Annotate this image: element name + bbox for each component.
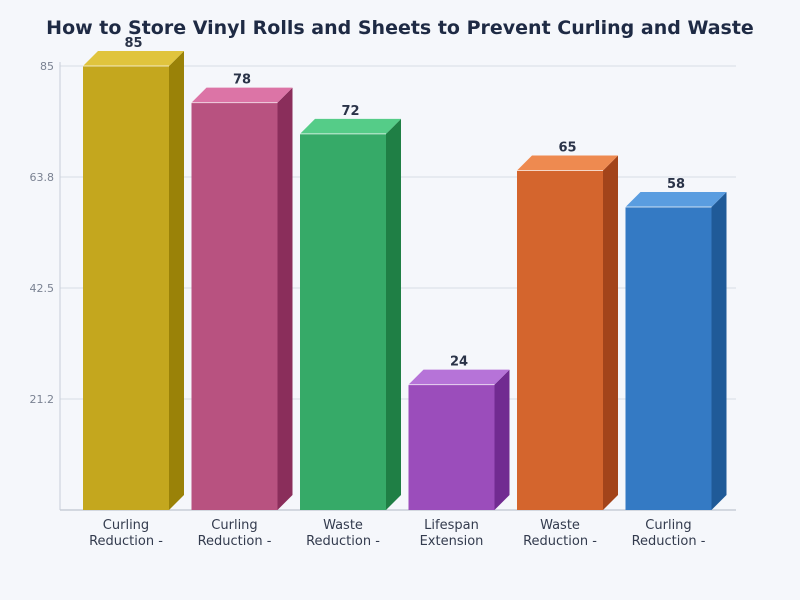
x-tick-label: Curling xyxy=(645,518,691,533)
bar-front xyxy=(408,384,495,510)
bar xyxy=(625,192,727,511)
x-tick-label: Reduction - xyxy=(306,534,380,549)
y-tick-label: 21.2 xyxy=(30,393,55,406)
data-label: 78 xyxy=(233,73,251,88)
x-tick-label: Waste xyxy=(323,518,363,533)
bar-side xyxy=(386,118,401,510)
bar xyxy=(408,369,510,510)
x-tick-label: Reduction - xyxy=(198,534,272,549)
bar-side xyxy=(711,192,727,511)
data-label: 58 xyxy=(667,177,685,192)
bar-front xyxy=(83,66,169,510)
data-label: 65 xyxy=(558,140,576,155)
bar-side xyxy=(603,155,618,510)
x-tick-label: Waste xyxy=(540,518,580,533)
bar-front xyxy=(625,207,712,511)
bar-side xyxy=(494,369,510,510)
bar xyxy=(517,155,618,510)
x-tick-label: Reduction - xyxy=(89,534,163,549)
data-label: 72 xyxy=(341,104,359,119)
bar xyxy=(83,51,184,510)
chart-title: How to Store Vinyl Rolls and Sheets to P… xyxy=(46,17,754,39)
bar-top xyxy=(625,192,727,208)
data-label: 24 xyxy=(450,355,468,370)
y-tick-label: 42.5 xyxy=(30,282,55,295)
x-tick-label: Curling xyxy=(103,518,149,533)
x-tick-label: Reduction - xyxy=(523,534,597,549)
bar-top xyxy=(191,87,293,103)
bar xyxy=(300,118,401,510)
bar-side xyxy=(169,51,184,510)
bar-front xyxy=(517,170,603,510)
x-tick-label: Extension xyxy=(420,534,484,549)
bars xyxy=(83,51,727,511)
y-tick-label: 63.8 xyxy=(30,171,55,184)
x-tick-label: Curling xyxy=(211,518,257,533)
bar xyxy=(191,87,293,511)
bar-side xyxy=(277,87,293,511)
bar-front xyxy=(191,102,278,511)
bar-top xyxy=(300,118,401,134)
bar-top xyxy=(517,155,618,171)
bar-front xyxy=(300,133,386,510)
axes: 21.2 42.5 63.8 85 xyxy=(30,60,736,511)
bar-top xyxy=(83,51,184,66)
x-tick-label: Reduction - xyxy=(632,534,706,549)
y-tick-label: 85 xyxy=(40,60,54,73)
data-label: 85 xyxy=(124,36,142,51)
x-tick-label: Lifespan xyxy=(424,518,479,533)
bar-top xyxy=(408,369,510,385)
